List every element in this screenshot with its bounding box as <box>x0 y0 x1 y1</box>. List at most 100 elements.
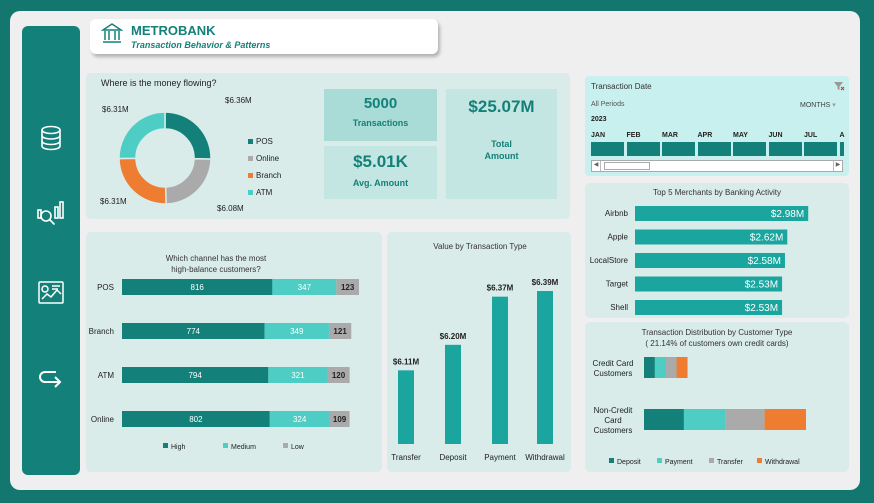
month-label[interactable]: JUN <box>768 132 783 139</box>
distribution-legend-swatch <box>757 458 762 463</box>
channel-value-high: 802 <box>189 415 203 424</box>
month-bar[interactable] <box>804 142 837 156</box>
legend-swatch-pos <box>248 139 253 144</box>
donut-label-pos: $6.36M <box>225 96 252 105</box>
granularity-dropdown[interactable]: MONTHS ▾ <box>800 101 836 109</box>
donut-slice-pos[interactable] <box>164 111 212 160</box>
scroll-thumb[interactable] <box>604 162 650 170</box>
app-subtitle: Transaction Behavior & Patterns <box>131 40 271 50</box>
month-bar[interactable] <box>626 142 660 156</box>
legend-swatch-branch <box>248 173 253 178</box>
month-bar[interactable] <box>768 142 802 156</box>
merchant-bar[interactable] <box>635 300 783 315</box>
channel-value-high: 816 <box>191 283 205 292</box>
legend-label-branch: Branch <box>256 171 281 180</box>
distribution-bar-payment[interactable] <box>654 357 666 378</box>
merchant-bar[interactable] <box>635 206 809 221</box>
distribution-legend-swatch <box>657 458 662 463</box>
channel-legend-swatch <box>223 443 228 448</box>
month-label[interactable]: APR <box>697 132 713 139</box>
customer-type-label: Customers <box>594 426 633 435</box>
donut-slice-atm[interactable] <box>118 111 166 160</box>
timeline-scrollbar[interactable]: ◀ ▶ <box>591 160 843 172</box>
merchant-bar[interactable] <box>635 276 783 292</box>
legend-swatch-atm <box>248 190 253 195</box>
merchant-bar[interactable] <box>635 253 785 268</box>
scroll-right-icon[interactable]: ▶ <box>833 161 842 171</box>
clear-filter-icon[interactable] <box>833 80 845 92</box>
channel-value-low: 120 <box>332 371 346 380</box>
distribution-chart: Transaction Distribution by Customer Typ… <box>593 328 806 466</box>
channel-label: POS <box>97 283 114 292</box>
month-bar[interactable] <box>591 142 624 156</box>
scroll-left-icon[interactable]: ◀ <box>592 161 601 171</box>
txn-type-category: Payment <box>484 453 516 462</box>
distribution-legend-label: Deposit <box>617 459 641 466</box>
merchant-value: $2.98M <box>771 209 804 220</box>
txn-type-value: $6.20M <box>440 332 467 341</box>
distribution-title: Transaction Distribution by Customer Typ… <box>642 328 793 337</box>
donut-label-branch: $6.31M <box>100 197 127 206</box>
chevron-down-icon: ▾ <box>832 102 836 109</box>
merchant-name: Target <box>606 280 629 289</box>
channel-bar-high[interactable] <box>122 367 269 383</box>
channel-bar-medium[interactable] <box>268 367 328 383</box>
month-label[interactable]: MAR <box>662 132 678 139</box>
distribution-bar-deposit[interactable] <box>644 357 655 378</box>
channel-bar-low[interactable] <box>329 411 350 427</box>
month-label[interactable]: JAN <box>591 132 606 139</box>
bank-icon <box>101 23 123 43</box>
channel-chart: Which channel has the most high-balance c… <box>89 254 359 451</box>
month-bar[interactable] <box>662 142 695 156</box>
donut-label-online: $6.08M <box>217 204 244 213</box>
donut-label-atm: $6.31M <box>102 105 129 114</box>
txn-type-category: Transfer <box>391 453 421 462</box>
channel-bar-low[interactable] <box>336 279 359 295</box>
channel-bar-high[interactable] <box>122 323 265 339</box>
channel-bar-low[interactable] <box>328 323 352 339</box>
distribution-bar-deposit[interactable] <box>644 409 684 430</box>
date-slicer[interactable]: Transaction Date All Periods MONTHS ▾ 20… <box>585 76 849 176</box>
month-bar[interactable] <box>733 142 766 156</box>
merchant-bar[interactable] <box>635 229 788 245</box>
distribution-bar-withdrawal[interactable] <box>676 357 688 378</box>
txn-type-bar[interactable] <box>537 291 553 444</box>
txn-type-title: Value by Transaction Type <box>433 242 527 251</box>
distribution-legend-label: Payment <box>665 459 693 466</box>
channel-bar-medium[interactable] <box>264 323 329 339</box>
channel-legend-label: Medium <box>231 444 256 451</box>
customer-type-label: Credit Card <box>593 359 634 368</box>
channel-value-medium: 349 <box>290 327 304 336</box>
channel-bar-medium[interactable] <box>269 411 330 427</box>
distribution-bar-withdrawal[interactable] <box>764 409 806 430</box>
distribution-bar-transfer[interactable] <box>725 409 765 430</box>
month-bar[interactable] <box>697 142 731 156</box>
analytics-icon[interactable] <box>34 196 68 230</box>
channel-value-high: 794 <box>188 371 202 380</box>
txn-type-bar[interactable] <box>492 296 508 444</box>
month-label[interactable]: JUL <box>804 132 818 139</box>
distribution-bar-transfer[interactable] <box>665 357 677 378</box>
database-icon[interactable] <box>34 121 68 155</box>
distribution-legend-swatch <box>609 458 614 463</box>
kpi-total-label-2: Amount <box>484 151 519 161</box>
txn-type-bar[interactable] <box>398 370 414 444</box>
channel-bar-low[interactable] <box>327 367 350 383</box>
merchant-value: $2.53M <box>745 280 778 291</box>
month-label[interactable]: MAY <box>733 132 748 139</box>
channel-bar-medium[interactable] <box>272 279 337 295</box>
month-bar[interactable] <box>839 142 844 156</box>
merchant-value: $2.53M <box>745 303 778 314</box>
month-label[interactable]: A <box>839 132 845 139</box>
arrow-return-icon[interactable] <box>34 363 68 397</box>
txn-type-bar[interactable] <box>445 344 461 444</box>
dashboard-report-icon[interactable] <box>34 276 68 310</box>
month-label[interactable]: FEB <box>626 132 641 139</box>
merchant-value: $2.58M <box>748 256 781 267</box>
distribution-legend-label: Transfer <box>717 459 743 466</box>
channel-bar-high[interactable] <box>122 279 273 295</box>
channel-legend-label: Low <box>291 444 305 451</box>
channel-bar-high[interactable] <box>122 411 270 427</box>
donut-slice-online[interactable] <box>164 157 212 205</box>
distribution-bar-payment[interactable] <box>683 409 726 430</box>
